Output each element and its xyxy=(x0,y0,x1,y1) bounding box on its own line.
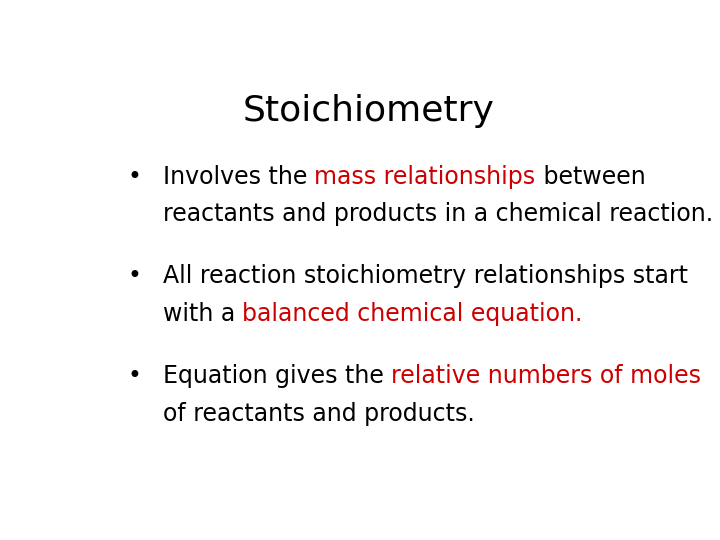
Text: reactants and products in a chemical reaction.: reactants and products in a chemical rea… xyxy=(163,202,713,226)
Text: with a: with a xyxy=(163,302,243,326)
Text: of reactants and products.: of reactants and products. xyxy=(163,402,474,426)
Text: All reaction stoichiometry relationships start: All reaction stoichiometry relationships… xyxy=(163,265,688,288)
Text: •: • xyxy=(127,265,142,288)
Text: Stoichiometry: Stoichiometry xyxy=(243,94,495,128)
Text: between: between xyxy=(536,165,645,188)
Text: •: • xyxy=(127,364,142,388)
Text: •: • xyxy=(127,165,142,188)
Text: mass relationships: mass relationships xyxy=(315,165,536,188)
Text: balanced chemical equation.: balanced chemical equation. xyxy=(243,302,582,326)
Text: Equation gives the: Equation gives the xyxy=(163,364,391,388)
Text: relative numbers of moles: relative numbers of moles xyxy=(391,364,701,388)
Text: Involves the: Involves the xyxy=(163,165,315,188)
